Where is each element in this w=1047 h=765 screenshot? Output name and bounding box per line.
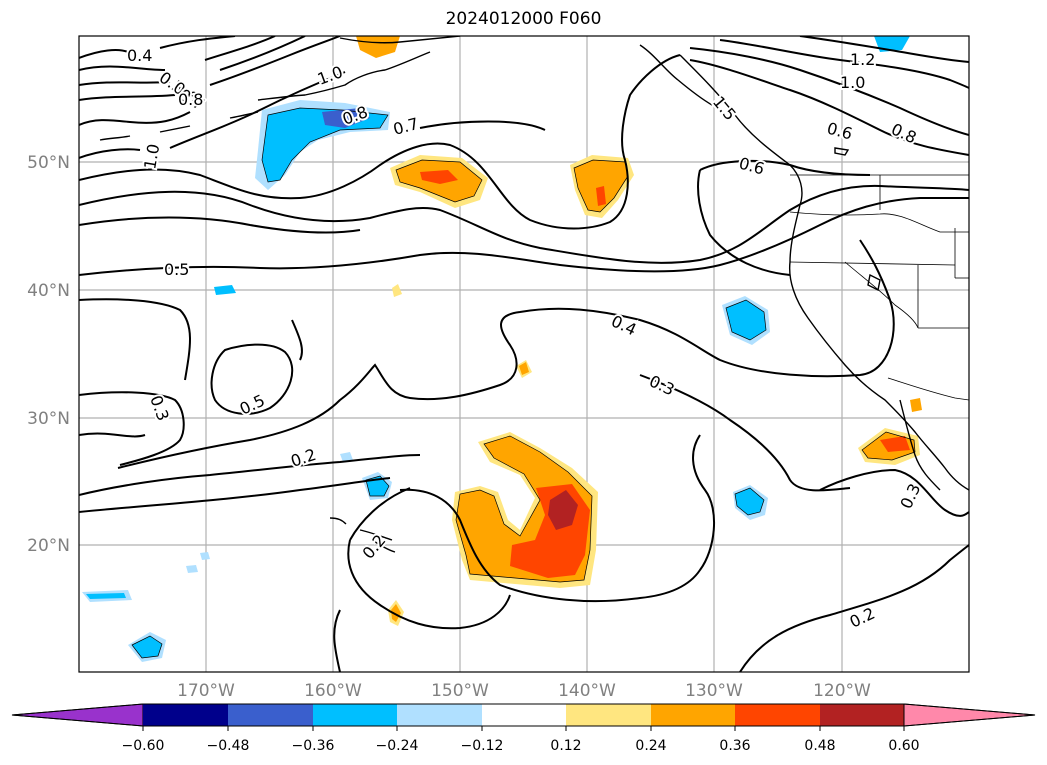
contour-label: 1.0 bbox=[840, 73, 865, 92]
colorbar-tick-label: −0.12 bbox=[461, 738, 504, 754]
map-frame bbox=[78, 35, 970, 673]
lon-label: 150°W bbox=[431, 681, 489, 701]
colorbar-tick-label: −0.36 bbox=[292, 738, 335, 754]
contour-label: 1.2 bbox=[850, 50, 875, 69]
colorbar-tick-labels: −0.60 −0.48 −0.36 −0.24 −0.12 0.12 0.24 … bbox=[122, 738, 920, 754]
colorbar-segment bbox=[820, 704, 904, 726]
colorbar-tick-label: 0.60 bbox=[888, 738, 919, 754]
positive-anomaly-shading bbox=[356, 36, 922, 626]
colorbar-segment bbox=[566, 704, 651, 726]
colorbar-tick-label: 0.12 bbox=[550, 738, 581, 754]
colorbar-tick-label: −0.60 bbox=[122, 738, 165, 754]
map-title: 2024012000 F060 bbox=[445, 9, 602, 29]
colorbar-extend-low bbox=[11, 703, 144, 727]
negative-anomaly-shading bbox=[82, 36, 910, 662]
contour-label: 0.4 bbox=[127, 46, 152, 65]
contour-label: 0.5 bbox=[164, 260, 189, 279]
lat-label: 20°N bbox=[27, 536, 70, 556]
colorbar-segment bbox=[228, 704, 313, 726]
boundaries bbox=[789, 174, 969, 401]
coastlines bbox=[99, 36, 969, 553]
colorbar-segment bbox=[482, 704, 566, 726]
colorbar-tick-label: 0.36 bbox=[719, 738, 750, 754]
contour-lines bbox=[79, 36, 969, 672]
colorbar: −0.60 −0.48 −0.36 −0.24 −0.12 0.12 0.24 … bbox=[11, 703, 1036, 754]
lon-label: 130°W bbox=[685, 681, 743, 701]
colorbar-segment bbox=[143, 704, 228, 726]
colorbar-extend-high bbox=[903, 703, 1036, 727]
lon-label: 120°W bbox=[813, 681, 871, 701]
colorbar-segment bbox=[735, 704, 820, 726]
colorbar-segment bbox=[397, 704, 482, 726]
colorbar-tick-label: −0.24 bbox=[376, 738, 419, 754]
shading-outlines bbox=[131, 107, 916, 659]
map-area: 0.4 0.5 0.6 0.7 0.8 1.0 0.8 0.7 1.0 1.2 … bbox=[79, 36, 969, 672]
lat-label: 40°N bbox=[27, 281, 70, 301]
latitude-labels: 50°N 40°N 30°N 20°N bbox=[27, 153, 70, 556]
colorbar-tick-label: −0.48 bbox=[207, 738, 250, 754]
longitude-labels: 170°W 160°W 150°W 140°W 130°W 120°W bbox=[177, 681, 871, 701]
colorbar-tick-label: 0.24 bbox=[635, 738, 666, 754]
lon-label: 170°W bbox=[177, 681, 235, 701]
lon-label: 140°W bbox=[558, 681, 616, 701]
colorbar-segment bbox=[313, 704, 397, 726]
lat-label: 30°N bbox=[27, 409, 70, 429]
lon-label: 160°W bbox=[304, 681, 362, 701]
colorbar-segment bbox=[651, 704, 735, 726]
lat-label: 50°N bbox=[27, 153, 70, 173]
colorbar-ticks bbox=[142, 726, 905, 731]
contour-label: 0.8 bbox=[178, 90, 203, 109]
colorbar-tick-label: 0.48 bbox=[804, 738, 835, 754]
